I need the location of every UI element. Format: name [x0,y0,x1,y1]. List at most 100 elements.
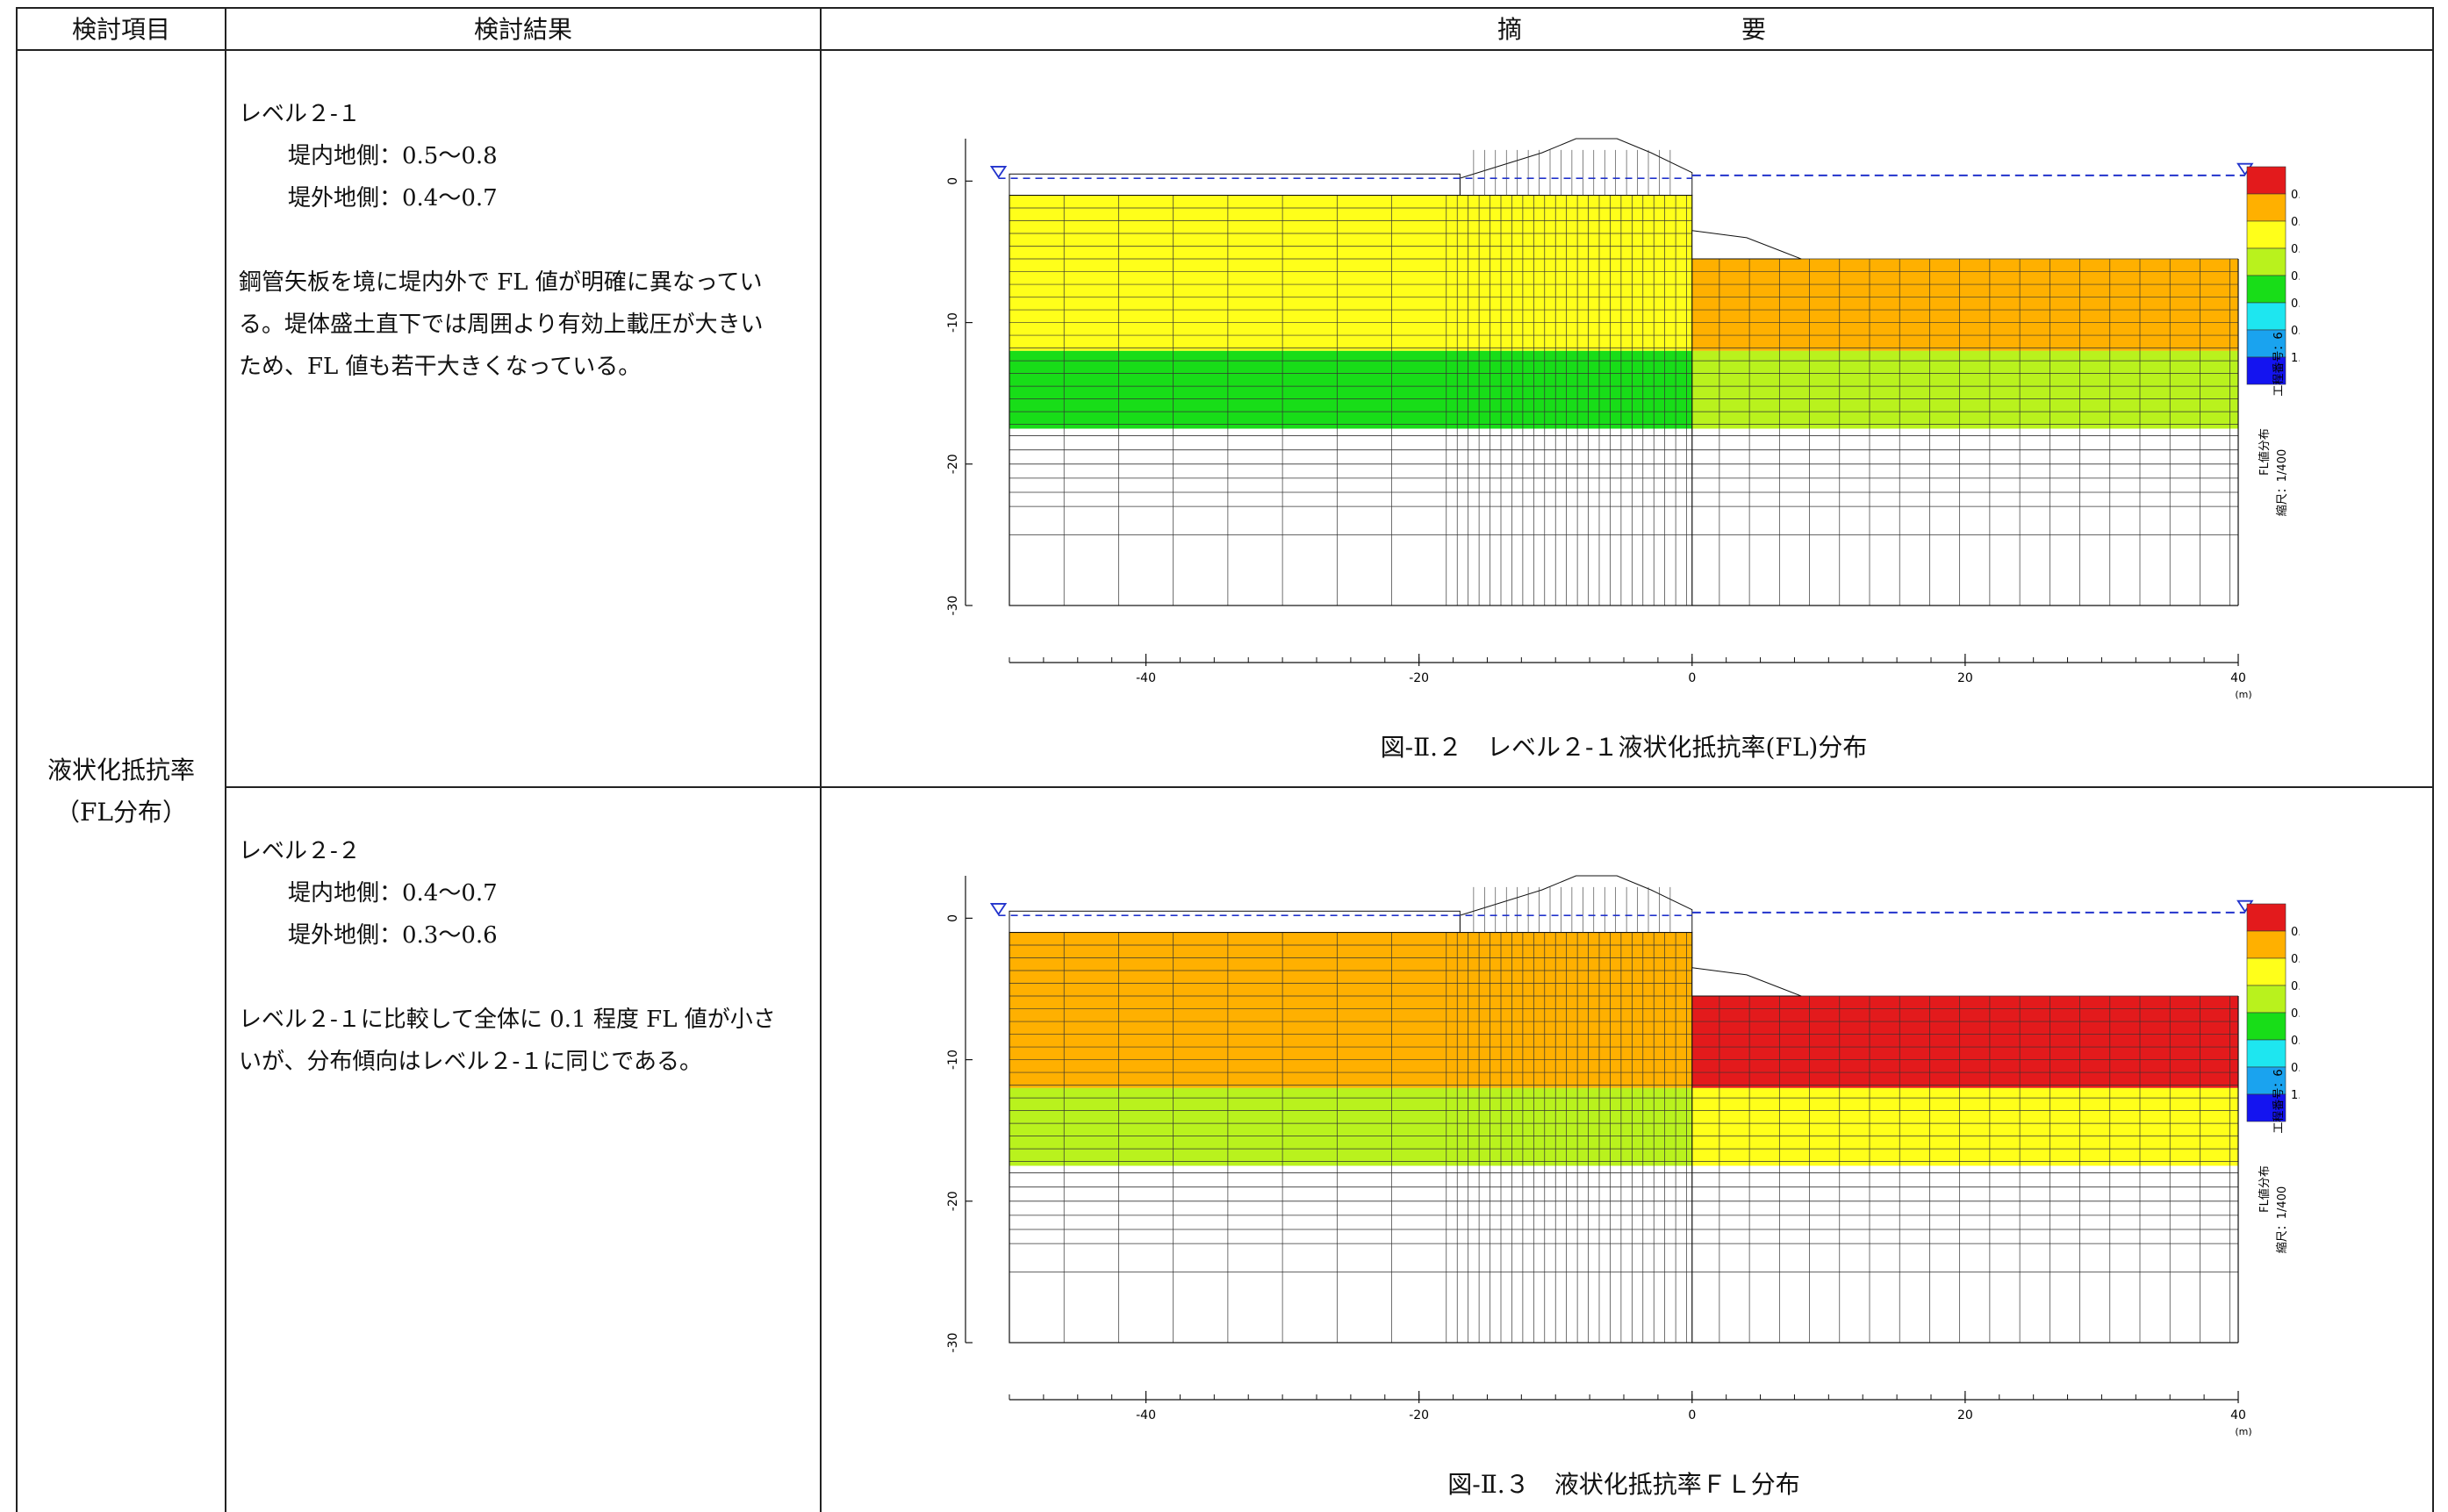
legend-swatch [2246,903,2286,932]
legend-label: 1.0 [2291,1089,2300,1102]
fl-distribution-label: FL値分布 [2258,428,2272,476]
legend-swatch [2246,166,2286,195]
legend-label: 0.6 [2291,243,2300,256]
fl-region [1009,350,1692,429]
levee-embankment [1459,875,1693,933]
y-tick-label: 0 [946,914,960,922]
mesh-group [989,138,2254,606]
result-1-outer: 堤外地側：0.4～0.7 [288,185,498,211]
legend-swatch [2246,1012,2286,1041]
legend-label: 0.7 [2291,270,2300,283]
header-bottom-border [16,49,2434,51]
levee-berm [1009,910,1461,933]
legend-swatch [2246,302,2286,331]
legend-label: 0.6 [2291,980,2300,993]
process-number-text: 工程番号：6 [2272,332,2286,396]
item-label-line2: （FL分布） [54,798,188,827]
legend-label: 0.7 [2291,1007,2300,1021]
legend-swatch [2246,220,2286,249]
legend-swatch [2246,193,2286,222]
x-axis-unit: (m) [2235,689,2251,700]
legend-swatch [2246,247,2286,276]
table-right-border [2432,7,2434,1512]
result-2-para-1: レベル２-１に比較して全体に 0.1 程度 FL 値が小さ [239,1007,776,1033]
col-divider-1 [225,7,226,1512]
result-1-title: レベル２-１ [239,101,361,127]
x-tick-label: 40 [2230,1408,2246,1422]
result-1-para-1: 鋼管矢板を境に堤内外で FL 値が明確に異なってい [239,269,763,296]
row-divider [225,786,2434,788]
legend-swatch [2246,1093,2286,1122]
result-2-outer: 堤外地側：0.3～0.6 [288,922,498,949]
x-axis-unit: (m) [2235,1426,2251,1437]
fl-region [1009,932,1692,1088]
water-level-icon [989,903,1008,916]
y-tick-label: -20 [946,1191,960,1211]
header-result: 検討結果 [473,15,572,44]
fl-region [1691,1087,2238,1166]
header-summary-2: 要 [1741,15,1766,44]
result-1-para-2: る。堤体盛土直下では周囲より有効上載圧が大きい [239,312,764,338]
col-divider-2 [820,7,822,1512]
levee-embankment [1459,138,1693,196]
table-top-border [16,7,2434,9]
y-tick-label: -10 [946,312,960,333]
fl-distribution-figure-2: 0-10-20-30(m)-40-2002040(m)0.40.50.60.70… [946,875,2300,1437]
result-2-para-2: いが、分布傾向はレベル２-１に同じである。 [239,1049,703,1075]
x-tick-label: -40 [1136,1408,1156,1422]
y-tick-label: -30 [946,596,960,616]
x-tick-label: 40 [2230,671,2246,685]
fl-region [1691,996,2238,1088]
legend-label: 0.8 [2291,1035,2300,1048]
x-tick-label: -20 [1409,1408,1429,1422]
legend-swatch [2246,1039,2286,1068]
levee-berm [1009,173,1461,196]
result-1-para-3: ため、FL 値も若干大きくなっている。 [239,354,642,380]
legend-label: 0.4 [2291,926,2300,939]
riverside-slope [1691,230,1802,260]
legend-label: 0.9 [2291,1062,2300,1075]
y-tick-label: -30 [946,1333,960,1353]
legend-swatch [2246,957,2286,986]
fl-region [1691,350,2238,429]
legend-label: 0.5 [2291,953,2300,966]
legend-swatch [2246,356,2286,385]
result-2-inner: 堤内地側：0.4～0.7 [288,880,498,906]
item-label-line1: 液状化抵抗率 [47,756,195,785]
figure-2-caption: 図-Ⅱ.３ 液状化抵抗率ＦＬ分布 [1447,1470,1800,1499]
fl-distribution-label: FL値分布 [2258,1165,2272,1213]
legend-label: 0.4 [2291,189,2300,202]
fl-region [1009,195,1692,351]
scale-text: 縮尺：1/400 [2275,1186,2289,1253]
y-tick-label: 0 [946,177,960,185]
y-tick-label: -20 [946,454,960,474]
scale-text: 縮尺：1/400 [2275,449,2289,516]
result-1-inner: 堤内地側：0.5～0.8 [288,143,498,169]
x-tick-label: 0 [1688,1408,1696,1422]
legend-swatch [2246,275,2286,304]
fl-region [1009,1087,1692,1166]
table-left-border [16,7,18,1512]
x-tick-label: 0 [1688,671,1696,685]
y-tick-label: -10 [946,1050,960,1070]
legend-label: 0.8 [2291,297,2300,311]
header-summary-1: 摘 [1497,15,1522,44]
process-number-text: 工程番号：6 [2272,1069,2286,1133]
header-item: 検討項目 [71,15,170,44]
mesh-group [989,875,2254,1344]
x-tick-label: -40 [1136,671,1156,685]
figure-1-caption: 図-Ⅱ.２ レベル２-１液状化抵抗率(FL)分布 [1380,733,1868,762]
legend-label: 0.5 [2291,216,2300,229]
fl-distribution-figure-1: 0-10-20-30(m)-40-2002040(m)0.40.50.60.70… [946,138,2300,700]
legend-label: 1.0 [2291,352,2300,365]
legend-swatch [2246,930,2286,959]
x-tick-label: 20 [1957,1408,1973,1422]
legend-swatch [2246,985,2286,1014]
legend-label: 0.9 [2291,325,2300,338]
x-tick-label: -20 [1409,671,1429,685]
fl-region [1691,259,2238,351]
water-level-icon [989,166,1008,179]
riverside-slope [1691,967,1802,997]
result-2-title: レベル２-２ [239,838,361,864]
